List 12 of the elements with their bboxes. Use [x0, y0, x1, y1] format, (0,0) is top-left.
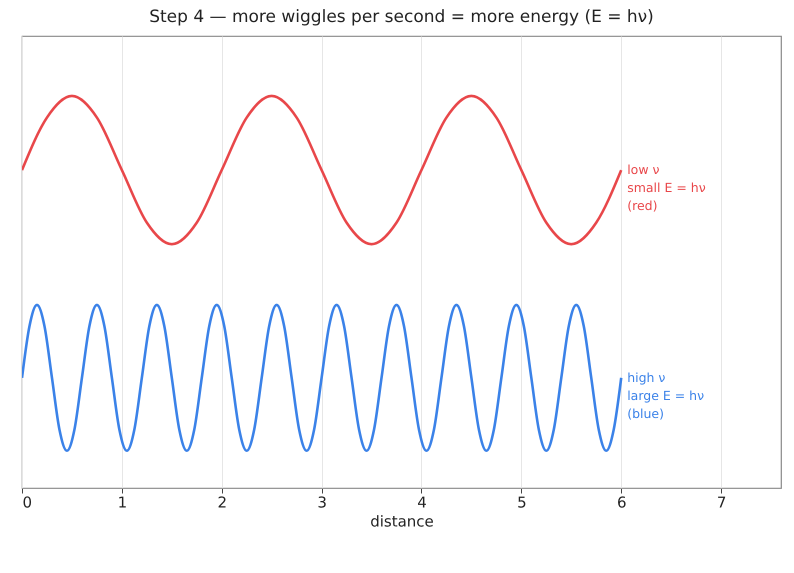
x-tick-label: 1	[118, 494, 128, 512]
chart-title: Step 4 — more wiggles per second = more energy (E = hν)	[149, 7, 654, 27]
x-tick-label: 6	[616, 494, 626, 512]
x-tick-label: 5	[517, 494, 527, 512]
x-tick-label: 4	[417, 494, 427, 512]
x-tick-label: 3	[317, 494, 327, 512]
x-axis-title: distance	[370, 512, 434, 530]
x-tick-label: 2	[217, 494, 228, 512]
x-tick-label: 0	[22, 494, 32, 512]
series-label: low ν small E = hν (red)	[627, 162, 706, 214]
series-label: high ν large E = hν (blue)	[627, 370, 704, 421]
x-tick-label: 7	[716, 494, 726, 512]
